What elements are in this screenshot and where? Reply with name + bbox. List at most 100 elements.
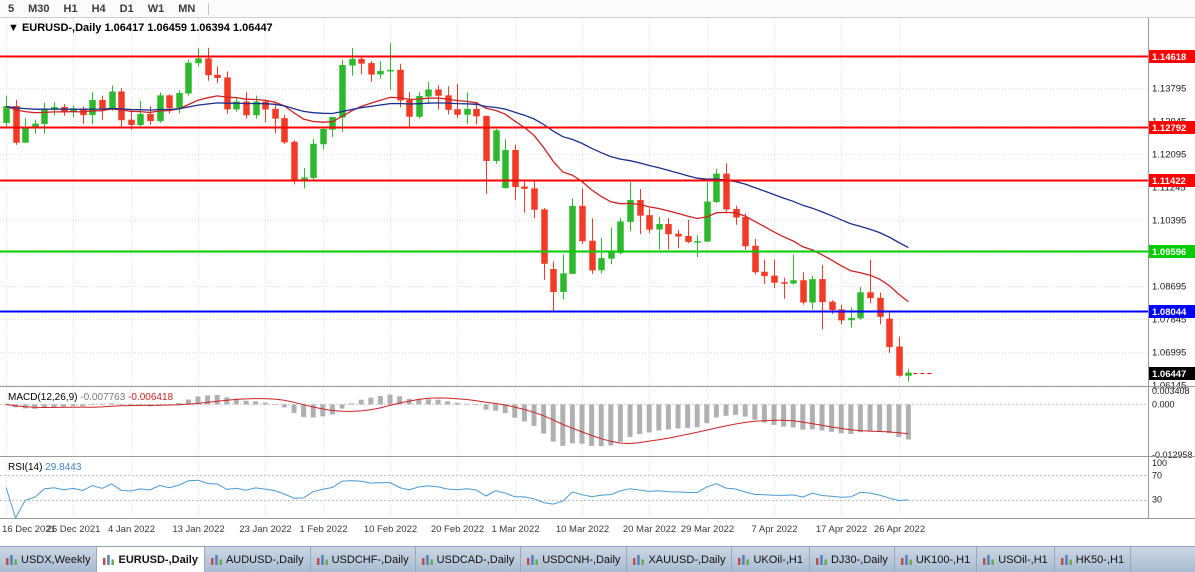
- mini-chart-icon: [815, 555, 827, 565]
- svg-text:1.12095: 1.12095: [1152, 150, 1186, 161]
- tab-label: USDCAD-,Daily: [436, 553, 515, 566]
- svg-text:1.09596: 1.09596: [1152, 247, 1186, 258]
- svg-text:-0.012958: -0.012958: [1152, 450, 1193, 460]
- svg-text:4 Jan 2022: 4 Jan 2022: [108, 524, 155, 535]
- chart-tab-uk100-h1[interactable]: UK100-,H1: [895, 547, 978, 572]
- chart-tab-ukoil-h1[interactable]: UKOil-,H1: [732, 547, 810, 572]
- svg-text:26 Dec 2021: 26 Dec 2021: [47, 524, 101, 535]
- timeframe-button-h4[interactable]: H4: [91, 2, 106, 15]
- svg-text:30: 30: [1152, 495, 1162, 505]
- mini-chart-icon: [1060, 555, 1072, 565]
- svg-text:7 Apr 2022: 7 Apr 2022: [752, 524, 798, 535]
- price-axis: 1.137951.129451.120951.112451.103951.095…: [1148, 50, 1195, 505]
- svg-text:1.11422: 1.11422: [1152, 176, 1186, 187]
- chart-tab-usdchf-daily[interactable]: USDCHF-,Daily: [311, 547, 416, 572]
- rsi-line: [5, 479, 909, 520]
- mini-chart-icon: [421, 555, 433, 565]
- mini-chart-icon: [527, 555, 539, 565]
- svg-text:0.000: 0.000: [1152, 399, 1175, 409]
- tab-label: UK100-,H1: [915, 553, 971, 566]
- svg-text:1.12792: 1.12792: [1152, 123, 1186, 134]
- price-level-badge: [1148, 50, 1195, 63]
- price-pane: ▼ EURUSD-,Daily 1.06417 1.06459 1.06394 …: [0, 22, 1148, 382]
- svg-text:1.13795: 1.13795: [1152, 84, 1186, 95]
- chart-tab-audusd-daily[interactable]: AUDUSD-,Daily: [205, 547, 311, 572]
- chart-tab-usdcad-daily[interactable]: USDCAD-,Daily: [416, 547, 522, 572]
- svg-text:20 Mar 2022: 20 Mar 2022: [623, 524, 676, 535]
- ma-fast-line: [5, 95, 909, 303]
- tab-label: USOil-,H1: [998, 553, 1048, 566]
- price-level-badge: [1148, 174, 1195, 187]
- tab-label: USDX,Weekly: [21, 553, 91, 566]
- svg-text:1.14618: 1.14618: [1152, 52, 1186, 63]
- tab-label: AUDUSD-,Daily: [225, 553, 304, 566]
- svg-text:23 Jan 2022: 23 Jan 2022: [239, 524, 291, 535]
- mini-chart-icon: [103, 555, 115, 565]
- price-level-badge: [1148, 245, 1195, 258]
- svg-text:1.06447: 1.06447: [1152, 369, 1186, 380]
- mini-chart-icon: [316, 555, 328, 565]
- svg-text:13 Jan 2022: 13 Jan 2022: [172, 524, 224, 535]
- mini-chart-icon: [210, 555, 222, 565]
- chart-tab-usdx-weekly[interactable]: USDX,Weekly: [0, 547, 98, 572]
- svg-text:100: 100: [1152, 458, 1167, 468]
- chart-title: ▼ EURUSD-,Daily 1.06417 1.06459 1.06394 …: [8, 22, 273, 34]
- svg-text:1 Mar 2022: 1 Mar 2022: [491, 524, 539, 535]
- tab-label: DJ30-,Daily: [830, 553, 888, 566]
- mini-chart-icon: [983, 555, 995, 565]
- svg-text:1 Feb 2022: 1 Feb 2022: [299, 524, 347, 535]
- timeframe-button-w1[interactable]: W1: [147, 2, 165, 15]
- trading-chart[interactable]: ▼ EURUSD-,Daily 1.06417 1.06459 1.06394 …: [0, 18, 1195, 546]
- chart-tab-hk50-h1[interactable]: HK50-,H1: [1055, 547, 1132, 572]
- timeframe-button-mn[interactable]: MN: [178, 2, 196, 15]
- svg-text:16 Dec 2021: 16 Dec 2021: [2, 524, 56, 535]
- rsi-pane: RSI(14) 29.8443: [0, 462, 1148, 520]
- chart-tab-eurusd-daily[interactable]: EURUSD-,Daily: [97, 547, 205, 572]
- macd-header: MACD(12,26,9) -0.007763 -0.006418: [8, 392, 174, 403]
- toolbar-separator: [208, 2, 210, 15]
- svg-text:0.003408: 0.003408: [1152, 386, 1190, 396]
- tab-label: UKOil-,H1: [753, 553, 803, 566]
- chart-tab-xauusd-daily[interactable]: XAUUSD-,Daily: [627, 547, 733, 572]
- mini-chart-icon: [6, 555, 17, 565]
- price-level-badge: [1148, 305, 1195, 318]
- timeframe-button-d1[interactable]: D1: [119, 2, 134, 15]
- svg-text:10 Feb 2022: 10 Feb 2022: [364, 524, 417, 535]
- chart-background: [0, 18, 1195, 546]
- timeframe-toolbar: 5 M30 H1 H4 D1 W1 MN: [0, 0, 1195, 18]
- tab-label: EURUSD-,Daily: [118, 553, 198, 566]
- svg-text:1.08044: 1.08044: [1152, 307, 1187, 318]
- price-level-badge: [1148, 121, 1195, 134]
- current-price-badge: [1148, 367, 1195, 380]
- timeframe-button-m30[interactable]: M30: [28, 2, 50, 15]
- svg-text:1.07845: 1.07845: [1152, 315, 1186, 326]
- svg-text:26 Apr 2022: 26 Apr 2022: [874, 524, 925, 535]
- chart-tab-usdcnh-daily[interactable]: USDCNH-,Daily: [521, 547, 628, 572]
- svg-text:1.08695: 1.08695: [1152, 282, 1186, 293]
- svg-text:1.11245: 1.11245: [1152, 183, 1186, 194]
- timeframe-button-h1[interactable]: H1: [63, 2, 78, 15]
- svg-text:29 Mar 2022: 29 Mar 2022: [681, 524, 734, 535]
- svg-text:1.10395: 1.10395: [1152, 216, 1186, 227]
- chart-tab-usoil-h1[interactable]: USOil-,H1: [977, 547, 1055, 572]
- tab-label: HK50-,H1: [1075, 553, 1125, 566]
- mini-chart-icon: [900, 555, 912, 565]
- svg-text:20 Feb 2022: 20 Feb 2022: [431, 524, 484, 535]
- chart-tab-dj30-daily[interactable]: DJ30-,Daily: [810, 547, 895, 572]
- chart-tabbar: USDX,Weekly EURUSD-,Daily AUDUSD-,Daily USD…: [0, 546, 1195, 572]
- rsi-header: RSI(14) 29.8443: [8, 462, 82, 473]
- timeframe-button-5[interactable]: 5: [8, 2, 15, 15]
- chart-area: ▼ EURUSD-,Daily 1.06417 1.06459 1.06394 …: [0, 18, 1195, 546]
- macd-signal-line: [5, 397, 909, 445]
- tab-label: XAUUSD-,Daily: [648, 553, 726, 566]
- svg-text:70: 70: [1152, 470, 1162, 480]
- macd-pane: MACD(12,26,9) -0.007763 -0.006418: [0, 392, 1148, 447]
- tab-label: USDCHF-,Daily: [331, 553, 409, 566]
- ma-slow-line: [5, 102, 909, 249]
- tab-label: USDCNH-,Daily: [542, 553, 621, 566]
- mini-chart-icon: [633, 555, 645, 565]
- svg-text:17 Apr 2022: 17 Apr 2022: [816, 524, 867, 535]
- mini-chart-icon: [738, 555, 750, 565]
